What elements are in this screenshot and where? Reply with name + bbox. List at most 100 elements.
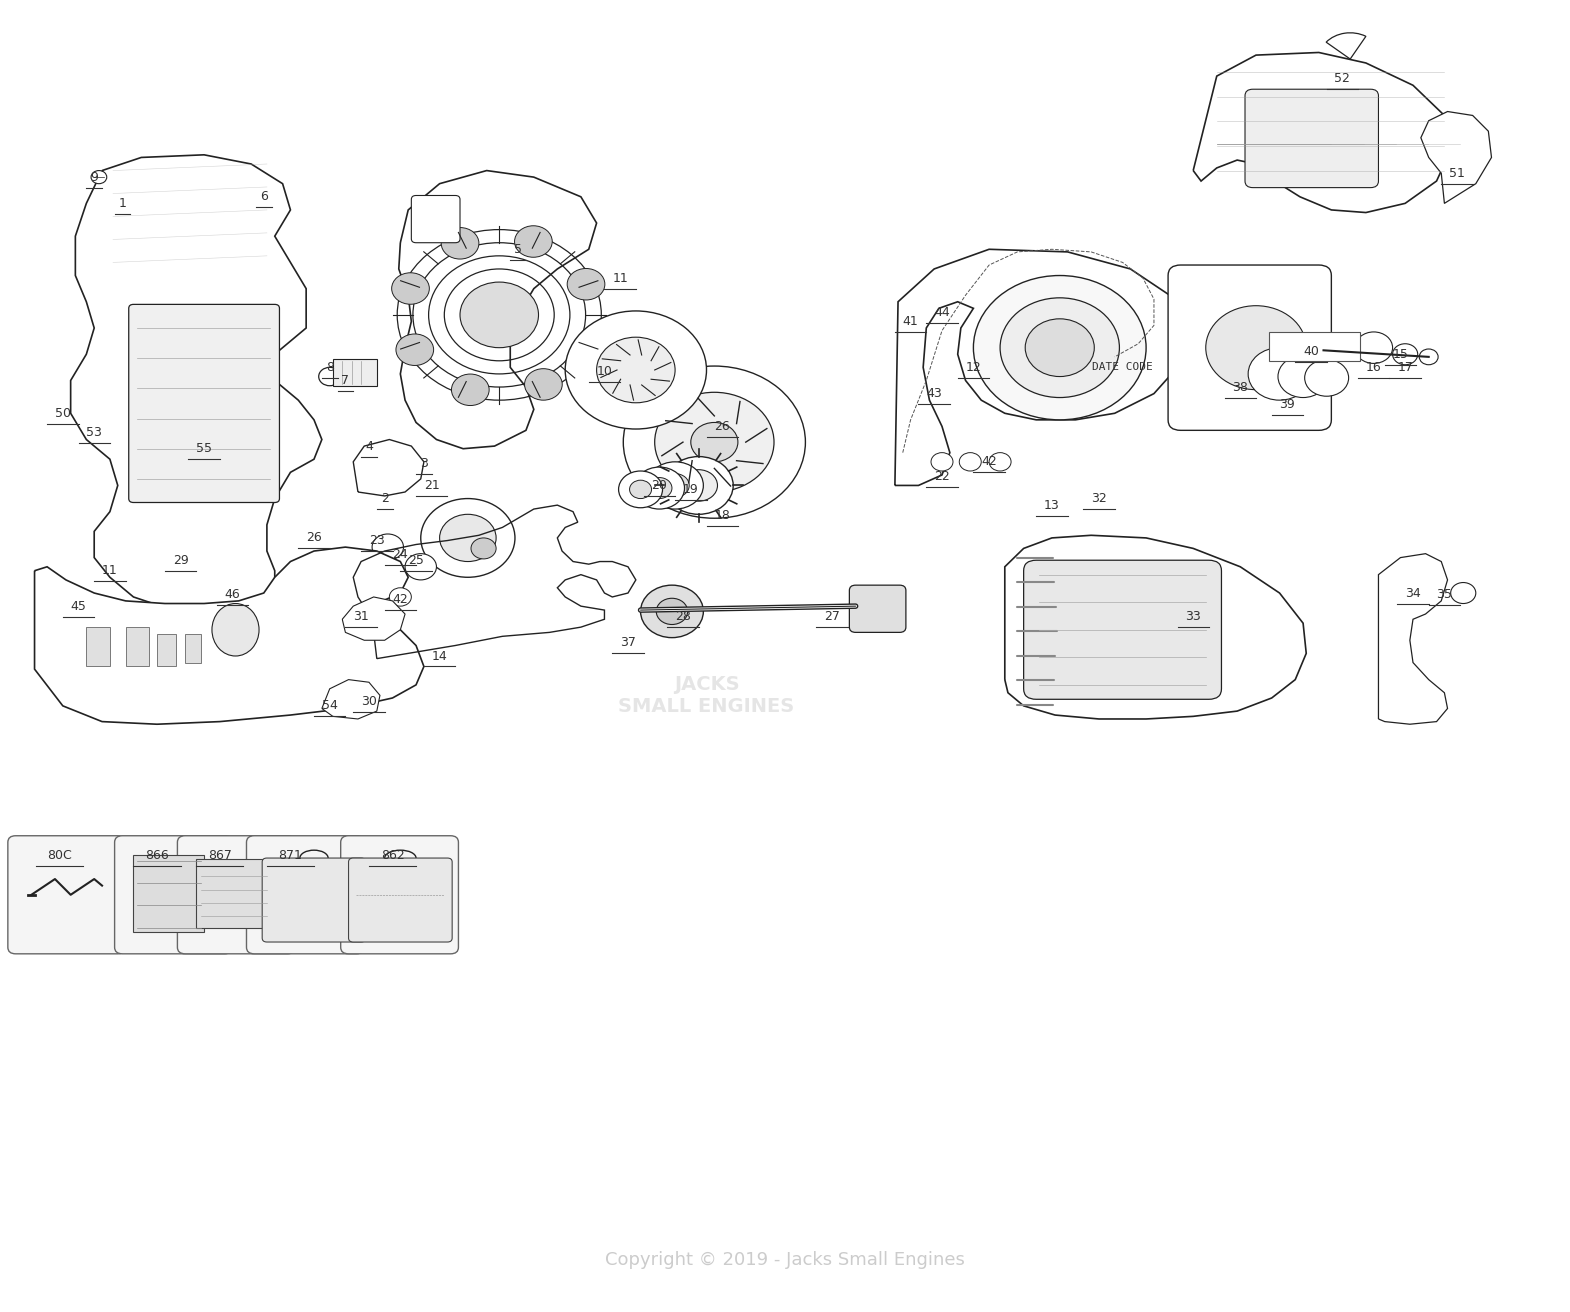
Bar [1269, 332, 1360, 361]
Text: 50: 50 [55, 407, 71, 420]
Text: 15: 15 [1393, 348, 1408, 361]
Text: 24: 24 [392, 548, 408, 562]
Text: 30: 30 [361, 695, 377, 708]
Text: 51: 51 [1449, 167, 1465, 180]
Circle shape [647, 478, 672, 499]
Text: 18: 18 [714, 509, 730, 522]
Text: Copyright © 2019 - Jacks Small Engines: Copyright © 2019 - Jacks Small Engines [604, 1250, 966, 1269]
Text: 29: 29 [173, 554, 188, 567]
Circle shape [319, 367, 341, 386]
Circle shape [567, 269, 604, 300]
Text: 28: 28 [675, 610, 691, 623]
Text: 2: 2 [380, 492, 389, 505]
Circle shape [452, 374, 490, 405]
Text: 32: 32 [1091, 492, 1107, 505]
Bar [333, 359, 377, 386]
Text: 26: 26 [306, 531, 322, 544]
FancyBboxPatch shape [849, 585, 906, 632]
Text: 55: 55 [196, 442, 212, 455]
Text: 16: 16 [1366, 361, 1382, 374]
Text: 25: 25 [408, 554, 424, 567]
PathPatch shape [895, 249, 1185, 485]
Text: 23: 23 [369, 534, 385, 547]
Circle shape [460, 282, 539, 348]
PathPatch shape [35, 547, 424, 724]
Text: 27: 27 [824, 610, 840, 623]
Circle shape [1419, 349, 1438, 365]
Text: 19: 19 [683, 483, 699, 496]
Circle shape [1025, 319, 1094, 377]
Text: 46: 46 [225, 588, 240, 601]
Text: 11: 11 [612, 272, 628, 285]
Bar [196, 859, 272, 928]
Circle shape [1393, 344, 1418, 365]
Text: 3: 3 [419, 457, 429, 470]
Text: 867: 867 [207, 849, 232, 862]
Circle shape [1355, 332, 1393, 363]
PathPatch shape [1378, 554, 1448, 724]
PathPatch shape [399, 171, 597, 449]
Text: 12: 12 [966, 361, 981, 374]
FancyBboxPatch shape [341, 836, 458, 954]
Circle shape [1451, 583, 1476, 604]
Circle shape [623, 366, 805, 518]
Circle shape [1206, 306, 1306, 390]
Circle shape [565, 311, 706, 429]
Text: 37: 37 [620, 636, 636, 649]
Text: 40: 40 [1303, 345, 1319, 358]
Bar [157, 634, 176, 666]
FancyBboxPatch shape [1168, 265, 1331, 430]
Text: 9: 9 [89, 171, 99, 184]
PathPatch shape [1421, 112, 1492, 203]
FancyBboxPatch shape [8, 836, 126, 954]
Text: 14: 14 [432, 649, 447, 663]
Text: 44: 44 [934, 306, 950, 319]
Text: 35: 35 [1437, 588, 1452, 601]
Circle shape [471, 538, 496, 559]
Wedge shape [1327, 33, 1366, 59]
Circle shape [405, 554, 436, 580]
PathPatch shape [1005, 535, 1306, 719]
Circle shape [931, 453, 953, 471]
PathPatch shape [353, 440, 424, 496]
Circle shape [664, 457, 733, 514]
PathPatch shape [322, 680, 380, 719]
PathPatch shape [1193, 52, 1452, 213]
Text: 10: 10 [597, 365, 612, 378]
FancyBboxPatch shape [246, 836, 364, 954]
Circle shape [1000, 298, 1119, 398]
FancyBboxPatch shape [1245, 89, 1378, 188]
PathPatch shape [71, 155, 322, 610]
Circle shape [656, 598, 688, 625]
Circle shape [641, 585, 703, 638]
Text: 52: 52 [1334, 72, 1350, 85]
Text: 38: 38 [1232, 380, 1248, 394]
Circle shape [441, 227, 479, 258]
Text: 21: 21 [424, 479, 440, 492]
Text: 80C: 80C [47, 849, 72, 862]
Circle shape [655, 392, 774, 492]
Circle shape [440, 514, 496, 562]
FancyBboxPatch shape [1024, 560, 1221, 699]
FancyBboxPatch shape [177, 836, 295, 954]
Text: 34: 34 [1405, 586, 1421, 600]
Text: 4: 4 [364, 440, 374, 453]
Ellipse shape [212, 604, 259, 656]
Text: 33: 33 [1185, 610, 1201, 623]
Text: 871: 871 [278, 849, 303, 862]
Circle shape [647, 462, 703, 509]
Text: 42: 42 [981, 455, 997, 468]
Bar [126, 627, 149, 666]
Text: 42: 42 [392, 593, 408, 606]
FancyBboxPatch shape [411, 195, 460, 243]
Circle shape [91, 171, 107, 184]
Text: JACKS
SMALL ENGINES: JACKS SMALL ENGINES [619, 674, 794, 716]
Circle shape [1278, 356, 1328, 398]
Text: 45: 45 [71, 600, 86, 613]
Bar [133, 855, 204, 932]
Circle shape [372, 534, 403, 560]
Text: 862: 862 [380, 849, 405, 862]
FancyBboxPatch shape [129, 304, 279, 502]
FancyBboxPatch shape [115, 836, 232, 954]
Text: 41: 41 [903, 315, 918, 328]
